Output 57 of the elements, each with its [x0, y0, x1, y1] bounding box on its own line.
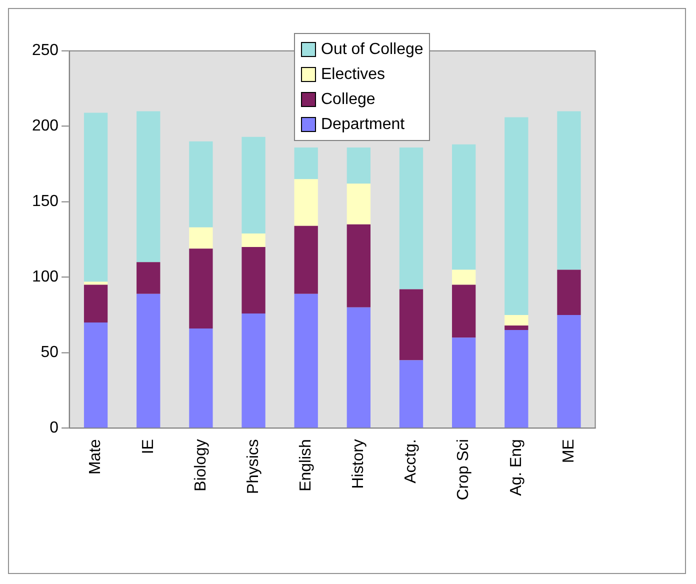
x-tick-label: History [350, 439, 368, 489]
bar [557, 314, 581, 428]
bar [346, 147, 371, 184]
y-tick-label: 250 [32, 42, 59, 60]
legend-label: Out of College [321, 40, 424, 60]
y-tick-label: 0 [50, 420, 59, 437]
bar [294, 179, 318, 226]
x-tick-label: Crop Sci [455, 439, 472, 500]
y-tick-label: 50 [40, 344, 59, 362]
legend-label: Department [321, 115, 405, 135]
y-tick-label: 100 [32, 268, 59, 286]
bar [452, 144, 476, 270]
bar [346, 224, 371, 308]
bar [242, 233, 266, 248]
bar [242, 313, 266, 428]
y-tick-label: 150 [32, 193, 59, 210]
bar [452, 284, 476, 338]
bar [557, 111, 581, 270]
bar [189, 141, 213, 228]
legend-label: Electives [321, 65, 386, 85]
bar [557, 270, 581, 315]
x-tick-label: Mate [87, 438, 104, 475]
bar [504, 326, 528, 330]
bar [399, 360, 424, 428]
bar [346, 184, 371, 224]
bar [189, 227, 213, 249]
bar [189, 328, 213, 428]
bar [242, 136, 266, 234]
bar [452, 270, 476, 285]
bar [84, 282, 108, 285]
y-tick-label: 200 [32, 118, 59, 135]
bar [189, 248, 213, 329]
bar [504, 117, 528, 315]
x-tick-label: English [297, 439, 314, 492]
bar [294, 147, 318, 180]
x-tick-label: Ag. Eng [508, 439, 525, 496]
legend-label: College [321, 90, 376, 110]
bar [136, 111, 160, 262]
bar [504, 314, 528, 326]
bar [399, 289, 424, 360]
bar [84, 112, 108, 282]
bar [136, 262, 160, 294]
bar [294, 226, 318, 294]
bar [84, 322, 108, 428]
x-tick-label: Physics [244, 439, 262, 494]
x-tick-label: IE [140, 439, 157, 454]
bar [452, 338, 476, 428]
bar [504, 330, 528, 428]
bar [136, 294, 160, 428]
x-tick-label: Acctg. [402, 439, 420, 484]
bar [399, 147, 424, 290]
x-tick-label: Biology [192, 439, 210, 492]
bar [242, 247, 266, 314]
bar [346, 307, 371, 428]
bar [294, 294, 318, 428]
bar [84, 284, 108, 323]
x-tick-label: ME [560, 439, 578, 464]
